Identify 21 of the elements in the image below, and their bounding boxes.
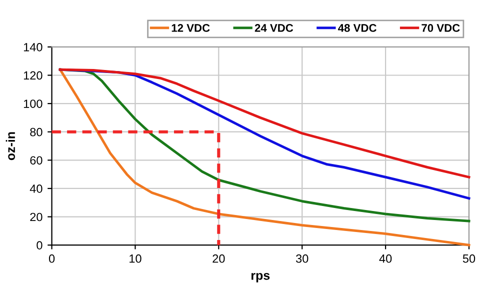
legend-label: 12 VDC (172, 24, 210, 32)
x-tick-label: 50 (462, 254, 476, 263)
legend-label: 24 VDC (254, 24, 294, 32)
x-tick-label: 10 (130, 254, 142, 263)
y-axis-title: oz-in (6, 132, 16, 160)
y-tick-label: 140 (24, 42, 42, 52)
y-tick-label: 100 (24, 100, 42, 108)
y-tick-label: 60 (30, 156, 42, 165)
x-tick-label: 0 (48, 254, 55, 263)
x-tick-label: 30 (296, 254, 308, 263)
legend-label: 48 VDC (338, 24, 376, 32)
y-tick-label: 20 (30, 212, 42, 222)
line-series (58, 68, 470, 178)
y-tick-label: 0 (36, 241, 42, 250)
y-tick-label: 40 (30, 184, 42, 193)
x-axis-title: rps (251, 272, 270, 282)
y-tick-label: 120 (24, 71, 42, 80)
y-tick-label: 80 (30, 128, 42, 136)
x-tick-label: 40 (379, 254, 392, 263)
x-tick-label: 20 (212, 254, 225, 263)
legend-label: 70 VDC (422, 24, 460, 32)
